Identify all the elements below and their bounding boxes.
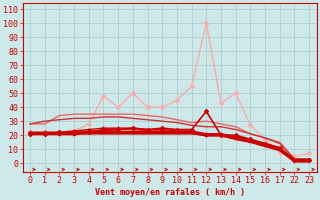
X-axis label: Vent moyen/en rafales ( km/h ): Vent moyen/en rafales ( km/h ) — [95, 188, 244, 197]
